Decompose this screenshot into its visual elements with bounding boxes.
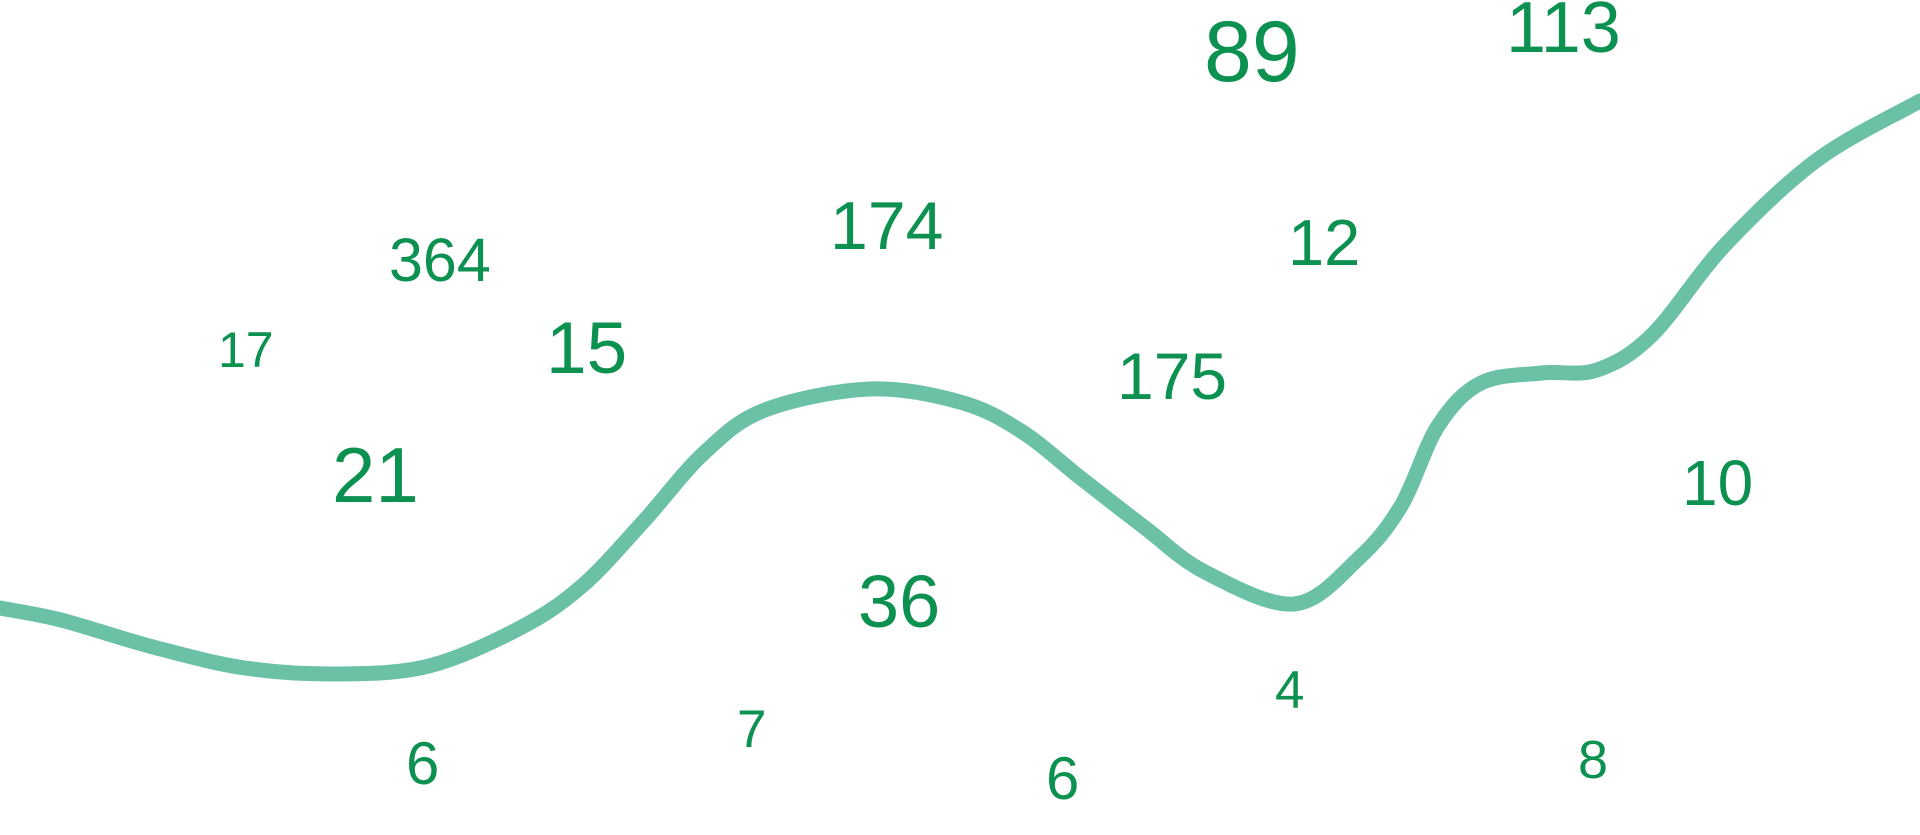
- number-label: 21: [332, 431, 419, 519]
- number-label: 8: [1578, 730, 1608, 790]
- number-label: 174: [830, 188, 943, 264]
- number-label: 15: [546, 308, 627, 389]
- number-label: 6: [1046, 745, 1079, 812]
- number-label: 89: [1204, 4, 1300, 100]
- number-label: 17: [218, 322, 274, 378]
- number-label: 364: [389, 226, 491, 294]
- number-label: 7: [737, 700, 766, 759]
- number-label: 6: [406, 730, 439, 797]
- number-label: 175: [1117, 339, 1227, 413]
- number-label: 4: [1275, 661, 1304, 720]
- number-label: 12: [1288, 206, 1360, 279]
- number-label: 10: [1682, 447, 1753, 519]
- wavy-curve-line: [0, 93, 1920, 682]
- number-label: 113: [1506, 0, 1621, 68]
- number-label: 36: [858, 560, 940, 643]
